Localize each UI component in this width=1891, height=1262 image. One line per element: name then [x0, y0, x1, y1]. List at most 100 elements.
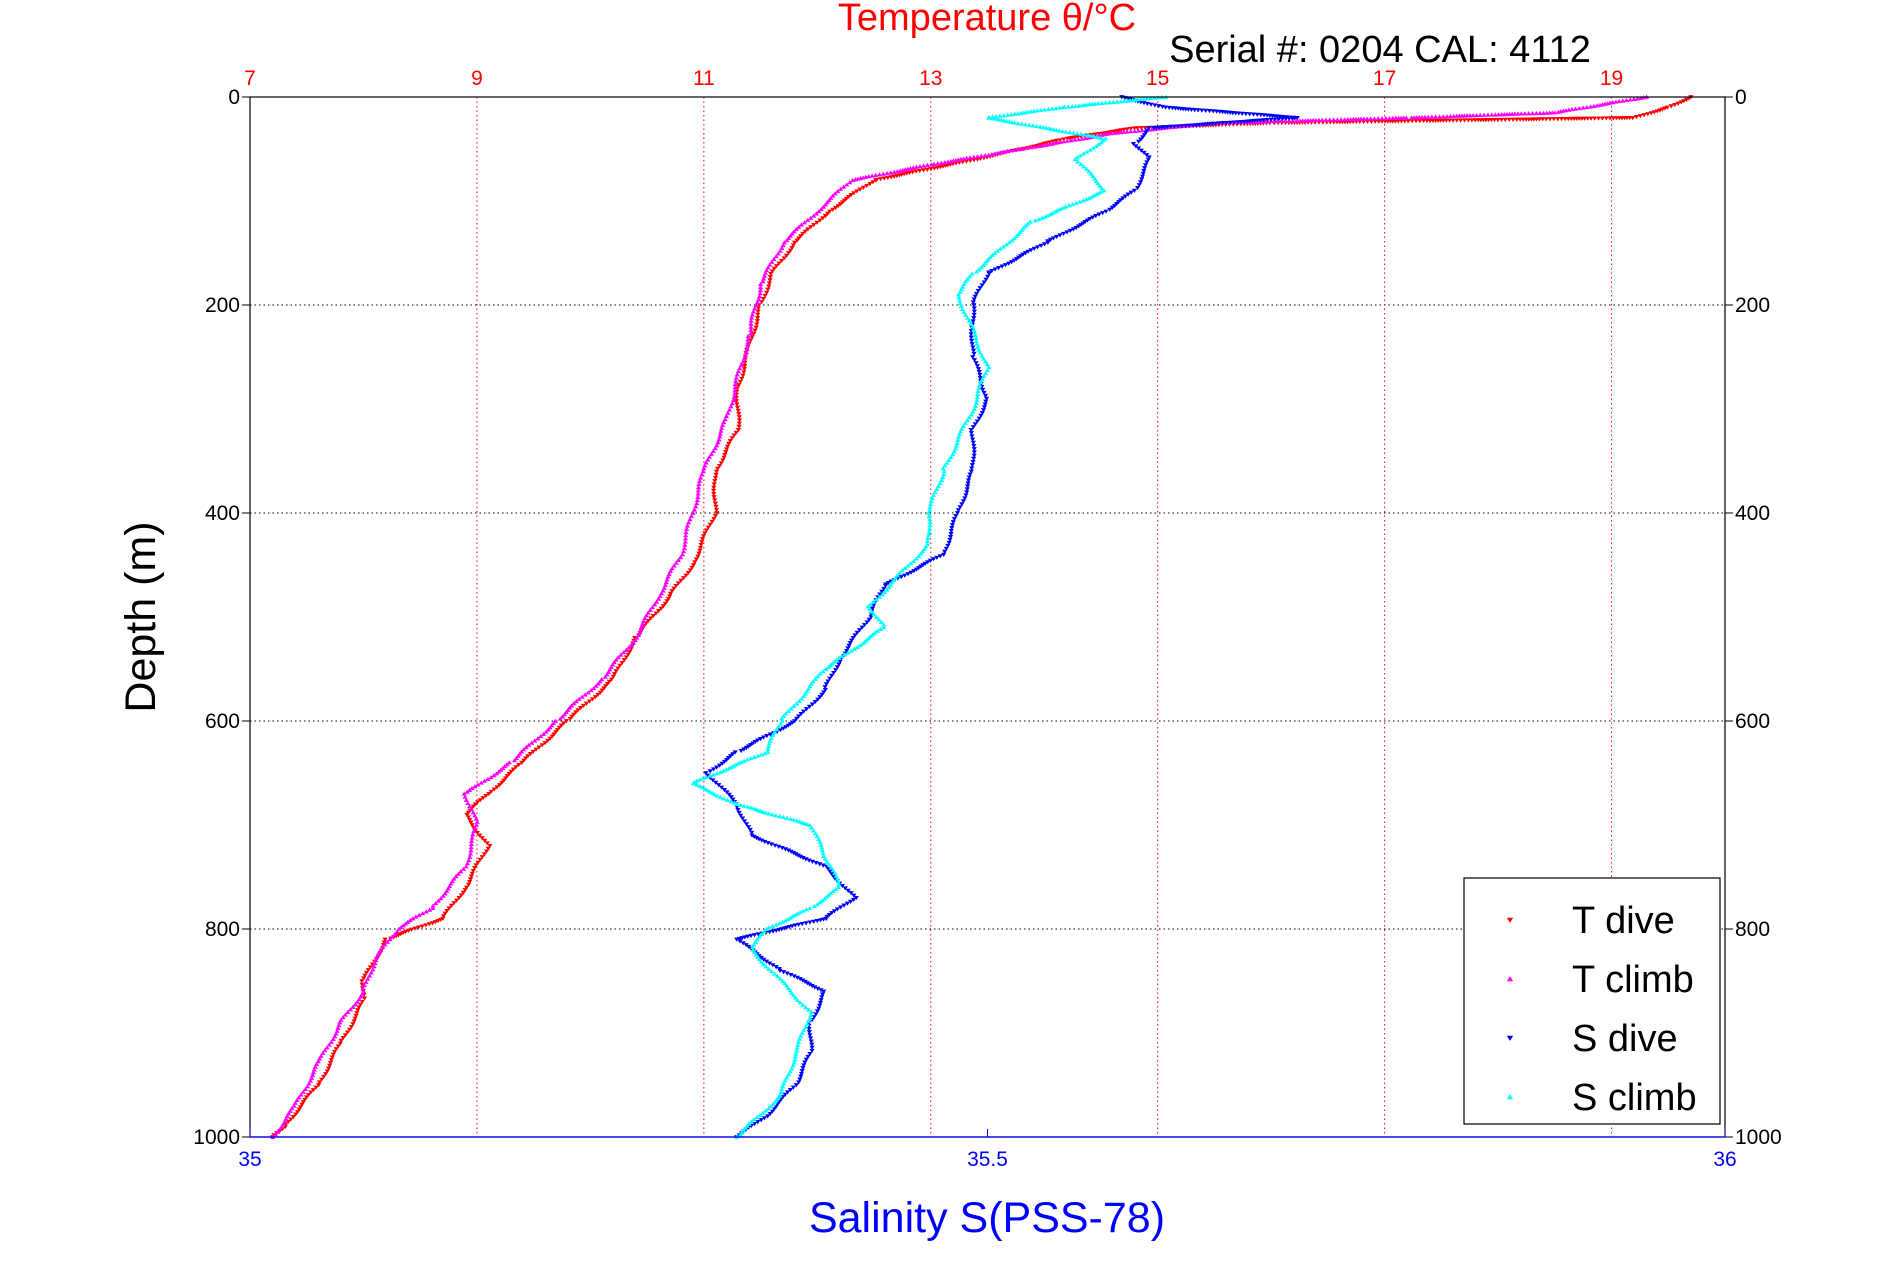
data-point — [354, 999, 361, 1004]
data-point — [475, 860, 481, 865]
data-point — [347, 1007, 354, 1012]
data-point — [769, 1109, 775, 1114]
data-point — [630, 640, 636, 645]
data-point — [989, 269, 995, 274]
data-point — [798, 1074, 804, 1079]
data-point — [1243, 112, 1249, 117]
data-point — [971, 358, 978, 363]
data-point — [982, 402, 988, 407]
data-point — [785, 723, 791, 728]
data-point — [779, 1084, 786, 1089]
data-point — [1599, 116, 1606, 121]
data-point — [363, 979, 369, 984]
data-point — [1195, 108, 1201, 113]
data-point — [466, 787, 473, 792]
data-point — [768, 1104, 774, 1109]
data-point — [710, 767, 717, 772]
data-point — [712, 501, 719, 506]
data-point — [692, 560, 698, 565]
data-point — [623, 647, 629, 652]
data-point — [972, 294, 978, 299]
data-point — [662, 601, 668, 606]
data-point — [813, 211, 820, 216]
data-point — [992, 151, 998, 156]
data-point — [353, 1013, 359, 1019]
data-point — [865, 604, 871, 609]
data-point — [405, 919, 411, 924]
data-point — [463, 864, 469, 869]
data-point — [978, 413, 984, 418]
data-point — [1413, 119, 1419, 124]
data-point — [467, 877, 474, 882]
data-point — [700, 785, 706, 790]
data-point — [1060, 231, 1067, 237]
y-tick-label-right: 600 — [1735, 710, 1770, 733]
data-point — [647, 607, 653, 612]
data-point — [980, 263, 986, 268]
data-point — [974, 394, 980, 399]
data-point — [971, 327, 977, 332]
data-point — [726, 407, 733, 412]
data-point — [361, 976, 367, 981]
data-point — [750, 947, 756, 952]
data-point — [1009, 238, 1015, 243]
data-point — [1250, 112, 1257, 117]
data-point — [1095, 181, 1101, 186]
data-point — [755, 309, 761, 314]
y-tick-label-left: 400 — [205, 502, 240, 525]
data-point — [532, 738, 538, 743]
data-point — [744, 804, 751, 809]
data-point — [848, 899, 854, 904]
data-point — [974, 364, 981, 369]
data-point — [955, 437, 961, 443]
data-point — [1035, 245, 1041, 250]
data-point — [757, 737, 764, 742]
data-point — [1678, 100, 1684, 105]
data-point — [580, 703, 587, 709]
data-point — [972, 422, 978, 427]
data-point — [1018, 121, 1025, 126]
data-point — [911, 558, 917, 563]
data-point — [761, 957, 767, 962]
data-point — [611, 672, 618, 677]
data-point — [521, 758, 527, 763]
data-point — [326, 1042, 332, 1047]
data-point — [814, 902, 821, 907]
data-point — [619, 660, 625, 666]
data-point — [925, 560, 931, 565]
data-point — [603, 684, 609, 689]
data-point — [784, 815, 790, 820]
data-point — [707, 769, 713, 774]
data-point — [733, 399, 740, 404]
data-point — [749, 312, 756, 317]
data-point — [869, 606, 876, 611]
data-point — [786, 251, 792, 256]
data-point — [954, 440, 960, 445]
data-point — [971, 447, 977, 452]
data-point — [1547, 117, 1553, 122]
data-point — [643, 613, 649, 618]
data-point — [525, 754, 531, 759]
data-point — [442, 891, 448, 896]
data-point — [765, 1106, 772, 1111]
data-point — [743, 745, 749, 751]
data-point — [833, 886, 839, 892]
data-point — [796, 698, 802, 704]
data-point — [982, 359, 989, 364]
data-point — [702, 531, 708, 536]
data-point — [403, 929, 409, 935]
data-point — [735, 408, 741, 413]
data-point — [1101, 188, 1107, 193]
data-point — [675, 581, 681, 586]
data-point — [760, 279, 766, 284]
data-point — [793, 1051, 799, 1056]
data-point — [529, 740, 535, 745]
data-point — [1458, 118, 1464, 123]
data-point — [716, 763, 723, 768]
data-point — [756, 934, 762, 939]
data-point — [763, 1108, 769, 1113]
data-point — [695, 554, 701, 559]
data-point — [854, 630, 860, 635]
data-point — [1543, 117, 1549, 122]
data-point — [739, 376, 745, 381]
